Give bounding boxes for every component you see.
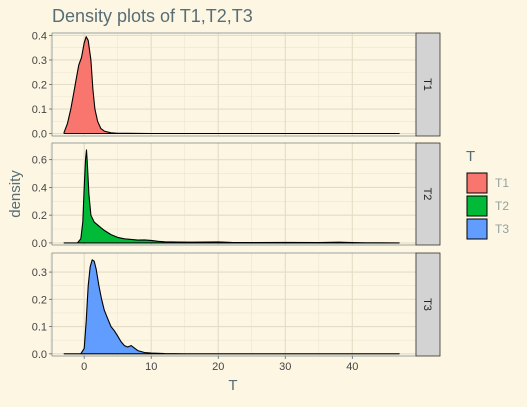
legend-key-T3 xyxy=(466,218,488,240)
facet-strip-label: T3 xyxy=(421,298,433,311)
x-tick-label: 30 xyxy=(279,361,291,373)
facet-strip xyxy=(415,142,441,246)
y-tick-label: 0.4 xyxy=(32,182,47,194)
facet-strip-label: T2 xyxy=(421,188,433,201)
y-tick-label: 0.2 xyxy=(32,210,47,222)
y-tick-label: 0.2 xyxy=(32,80,47,92)
panel-T2: 0.0 0.2 0.4 0.6 T2 xyxy=(32,142,441,250)
y-tick-label: 0.4 xyxy=(32,30,47,42)
facet-strip xyxy=(415,32,441,137)
legend-label-T2: T2 xyxy=(495,199,509,213)
y-tick-label: 0.1 xyxy=(32,104,47,116)
chart-title: Density plots of T1,T2,T3 xyxy=(52,6,253,26)
y-tick-label: 0.3 xyxy=(32,267,47,279)
facet-strip-label: T1 xyxy=(421,78,433,91)
x-tick-label: 40 xyxy=(346,361,358,373)
panel-background xyxy=(52,143,416,245)
density-area-T3 xyxy=(63,259,400,355)
legend-title: T xyxy=(466,148,475,165)
y-tick-label: 0.3 xyxy=(32,55,47,67)
y-tick-label: 0.1 xyxy=(32,322,47,334)
facet-panels: 0.0 0.1 0.2 0.3 0.4 T1 0.0 0.2 0.4 0.6 T2 0.0 0.1 0.2… xyxy=(32,30,441,373)
x-tick-label: 0 xyxy=(81,361,87,373)
panel-T1: 0.0 0.1 0.2 0.3 0.4 T1 xyxy=(32,30,441,141)
x-tick-label: 20 xyxy=(212,361,224,373)
legend-label-T1: T1 xyxy=(495,176,509,190)
y-tick-label: 0.0 xyxy=(32,349,47,361)
facet-strip xyxy=(415,252,441,357)
y-tick-label: 0.6 xyxy=(32,155,47,167)
panel-T3: 0.0 0.1 0.2 0.3 T3 0 10 20 30 40 xyxy=(32,252,441,373)
y-tick-label: 0.0 xyxy=(32,129,47,141)
legend-key-T2 xyxy=(466,195,488,217)
legend-label-T3: T3 xyxy=(495,222,509,236)
legend: T T1 T2 T3 xyxy=(466,148,509,240)
density-area-T2 xyxy=(63,149,400,244)
legend-key-T1 xyxy=(466,172,488,194)
y-tick-label: 0.2 xyxy=(32,294,47,306)
y-axis-label: density xyxy=(7,170,24,218)
x-tick-label: 10 xyxy=(145,361,157,373)
y-tick-label: 0.0 xyxy=(32,238,47,250)
density-area-T1 xyxy=(63,36,400,135)
x-axis-label: T xyxy=(228,377,237,394)
